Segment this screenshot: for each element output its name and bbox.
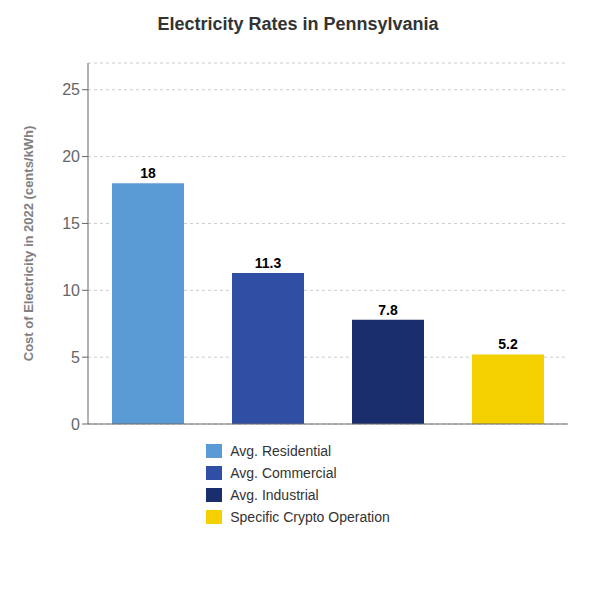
svg-text:Cost of Electricity in 2022 (c: Cost of Electricity in 2022 (cents/kWh) xyxy=(21,126,36,362)
svg-text:15: 15 xyxy=(62,215,80,232)
svg-text:11.3: 11.3 xyxy=(255,255,282,271)
html-text:Specific Crypto Operation: Specific Crypto Operation xyxy=(230,509,390,525)
svg-text:0: 0 xyxy=(71,416,80,433)
svg-text:5.2: 5.2 xyxy=(498,336,518,352)
html-text:Avg. Residential: Avg. Residential xyxy=(230,443,332,459)
svg-text:7.8: 7.8 xyxy=(378,302,398,318)
svg-text:18: 18 xyxy=(140,165,156,181)
svg-text:10: 10 xyxy=(62,282,80,299)
svg-text:25: 25 xyxy=(62,81,80,98)
svg-text:5: 5 xyxy=(71,349,80,366)
html-text:Electricity Rates in Pennsylva: Electricity Rates in Pennsylvania xyxy=(157,14,439,34)
html-text:Avg. Commercial: Avg. Commercial xyxy=(230,465,337,481)
svg-text:20: 20 xyxy=(62,148,80,165)
html-text:Avg. Industrial: Avg. Industrial xyxy=(230,487,319,503)
